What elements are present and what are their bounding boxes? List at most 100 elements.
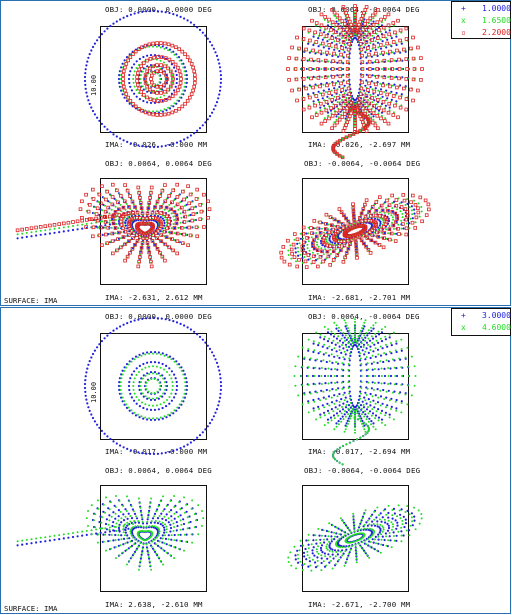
spot-point [161, 374, 164, 377]
spot-point [170, 392, 173, 395]
spot-point [301, 262, 304, 264]
spot-point [327, 43, 331, 47]
spot-point [146, 245, 151, 250]
spot-point [365, 19, 370, 23]
spot-point [322, 253, 325, 256]
spot-point [390, 344, 393, 347]
spot-point [114, 210, 117, 213]
spot-point [212, 47, 215, 50]
spot-point [183, 66, 186, 69]
spot-point [349, 410, 352, 413]
spot-point [300, 375, 303, 377]
spot-point [193, 439, 196, 442]
spot-point [163, 531, 166, 534]
spot-point [295, 237, 300, 242]
spot-point [300, 244, 305, 249]
spot-point [343, 336, 346, 339]
spot-point [388, 106, 391, 109]
spot-point [394, 198, 399, 202]
spot-point [165, 505, 168, 507]
spot-point [163, 219, 166, 222]
spot-point [369, 42, 372, 44]
spot-point [393, 383, 396, 386]
spot-point [339, 533, 342, 536]
spot-point [375, 339, 378, 342]
spot-point [420, 210, 423, 213]
spot-point [148, 255, 152, 259]
spot-point [326, 402, 329, 405]
spot-point [194, 197, 199, 201]
spot-point [104, 527, 107, 530]
spot-point [378, 227, 383, 232]
spot-point [121, 205, 126, 210]
spot-point [400, 349, 403, 352]
spot-point [338, 537, 341, 540]
spot-point [219, 384, 223, 388]
spot-point [367, 406, 369, 408]
spot-point [15, 228, 20, 233]
spot-point [306, 247, 309, 250]
spot-point [372, 44, 377, 49]
spot-point [158, 74, 161, 77]
spot-point [214, 104, 217, 107]
spot-point [314, 83, 317, 86]
spot-point [295, 264, 299, 269]
spot-point [161, 110, 164, 113]
spot-point [115, 522, 118, 525]
spot-point [167, 49, 170, 52]
spot-point [161, 45, 164, 48]
spot-point [301, 67, 305, 71]
spot-point [408, 206, 411, 209]
spot-point [347, 413, 350, 416]
spot-point [193, 23, 196, 26]
spot-point [314, 561, 317, 564]
spot-point [150, 239, 155, 243]
spot-point [139, 385, 142, 387]
spot-point [347, 35, 350, 38]
spot-point [164, 205, 169, 210]
spot-point [286, 238, 290, 243]
spot-point [83, 79, 87, 83]
spot-point [129, 13, 132, 16]
spot-point [140, 241, 145, 245]
spot-point [172, 320, 175, 323]
spot-point [89, 217, 94, 222]
spot-point [174, 70, 177, 73]
spot-point [335, 118, 338, 121]
spot-point [324, 221, 328, 226]
spot-point [378, 211, 381, 214]
spot-point [395, 374, 399, 378]
spot-point [332, 82, 336, 87]
spot-point [162, 510, 165, 512]
spot-point [367, 59, 372, 64]
spot-point [323, 335, 326, 338]
spot-point [342, 347, 345, 350]
spot-point [185, 381, 188, 384]
spot-point [328, 237, 331, 240]
spot-point [378, 526, 381, 529]
spot-point [384, 414, 387, 417]
spot-point [149, 10, 152, 13]
spot-point [370, 13, 375, 18]
spot-point [138, 405, 141, 408]
spot-point [130, 527, 133, 530]
spot-point [166, 222, 171, 227]
spot-point [377, 408, 380, 411]
spot-point [188, 515, 191, 518]
spot-point [149, 398, 153, 401]
spot-point [328, 546, 331, 549]
spot-point [362, 425, 365, 428]
spot-point [327, 354, 331, 357]
spot-point [360, 30, 365, 35]
spot-point [336, 535, 339, 538]
spot-point [153, 512, 157, 515]
spot-point [367, 37, 369, 39]
spot-point [179, 140, 182, 143]
spot-point [374, 87, 377, 90]
spot-point [175, 222, 178, 225]
spot-point [155, 58, 158, 61]
spot-point [378, 531, 381, 534]
spot-point [110, 515, 113, 518]
spot-point [105, 496, 107, 499]
spot-point [152, 365, 154, 368]
